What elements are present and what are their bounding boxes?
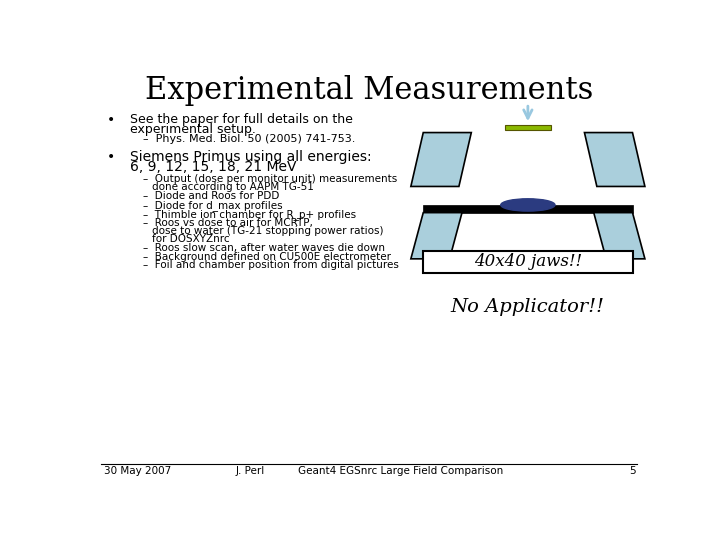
Text: •: • bbox=[107, 150, 115, 164]
Polygon shape bbox=[411, 213, 462, 259]
Text: experimental setup.: experimental setup. bbox=[130, 123, 256, 136]
Text: –  Diode and Roos for PDD: – Diode and Roos for PDD bbox=[143, 191, 279, 201]
Text: No Applicator!!: No Applicator!! bbox=[451, 298, 605, 316]
Text: done according to AAPM TG-51: done according to AAPM TG-51 bbox=[152, 182, 314, 192]
Text: See the paper for full details on the: See the paper for full details on the bbox=[130, 113, 354, 126]
Text: –  Diode for d_max profiles: – Diode for d_max profiles bbox=[143, 200, 282, 211]
Bar bbox=[423, 205, 632, 213]
Ellipse shape bbox=[500, 199, 555, 211]
Bar bbox=[505, 125, 551, 130]
Text: Siemens Primus using all energies:: Siemens Primus using all energies: bbox=[130, 150, 372, 164]
Text: 30 May 2007: 30 May 2007 bbox=[104, 465, 171, 476]
Text: 5: 5 bbox=[629, 465, 636, 476]
Text: 40x40 jaws!!: 40x40 jaws!! bbox=[474, 253, 582, 271]
Bar bbox=[423, 251, 632, 273]
Text: –  Background defined on CU500E electrometer: – Background defined on CU500E electrome… bbox=[143, 252, 391, 261]
Polygon shape bbox=[594, 213, 645, 259]
Text: –  Roos slow scan, after water waves die down: – Roos slow scan, after water waves die … bbox=[143, 242, 384, 253]
Text: for DOSXYZnrc: for DOSXYZnrc bbox=[152, 234, 230, 244]
Text: –  Output (dose per monitor unit) measurements: – Output (dose per monitor unit) measure… bbox=[143, 174, 397, 184]
Text: Geant4 EGSnrc Large Field Comparison: Geant4 EGSnrc Large Field Comparison bbox=[297, 465, 503, 476]
Text: –  Phys. Med. Biol. 50 (2005) 741-753.: – Phys. Med. Biol. 50 (2005) 741-753. bbox=[143, 134, 355, 144]
Text: –  Thimble ion chamber for R_p+ profiles: – Thimble ion chamber for R_p+ profiles bbox=[143, 209, 356, 220]
Text: J. Perl: J. Perl bbox=[235, 465, 265, 476]
Polygon shape bbox=[411, 132, 472, 186]
Polygon shape bbox=[585, 132, 645, 186]
Text: 6, 9, 12, 15, 18, 21 MeV: 6, 9, 12, 15, 18, 21 MeV bbox=[130, 160, 297, 174]
Text: –  Foil and chamber position from digital pictures: – Foil and chamber position from digital… bbox=[143, 260, 399, 271]
Text: Experimental Measurements: Experimental Measurements bbox=[145, 75, 593, 106]
Text: dose to water (TG-21 stopping power ratios): dose to water (TG-21 stopping power rati… bbox=[152, 226, 384, 236]
Text: •: • bbox=[107, 113, 115, 127]
Text: –  Roos vs dose to air for MCRTP,: – Roos vs dose to air for MCRTP, bbox=[143, 218, 312, 228]
